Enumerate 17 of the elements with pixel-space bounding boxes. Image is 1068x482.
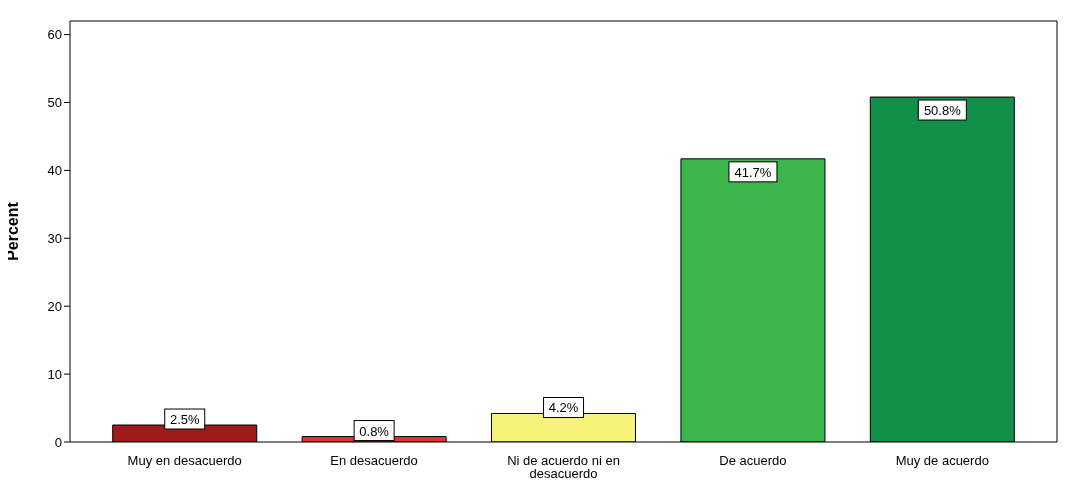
x-tick-label: En desacuerdo	[330, 453, 418, 469]
data-label: 50.8%	[923, 103, 962, 119]
x-tick-label: Ni de acuerdo ni en desacuerdo	[507, 453, 620, 482]
data-label: 2.5%	[169, 412, 200, 428]
data-label: 0.8%	[359, 423, 390, 439]
y-tick-label: 20	[47, 298, 62, 314]
data-label: 41.7%	[734, 164, 772, 180]
data-label: 4.2%	[548, 400, 579, 416]
y-tick-label: 30	[47, 230, 62, 246]
y-tick-label: 60	[47, 27, 62, 43]
y-tick-label: 10	[47, 366, 62, 382]
y-tick-label: 50	[47, 95, 62, 111]
x-tick-label: De acuerdo	[719, 453, 787, 469]
x-tick-label: Muy en desacuerdo	[127, 453, 242, 469]
y-tick-label: 40	[47, 163, 62, 178]
x-tick-label: Muy de acuerdo	[895, 453, 989, 469]
y-tick-label: 0	[54, 434, 62, 450]
